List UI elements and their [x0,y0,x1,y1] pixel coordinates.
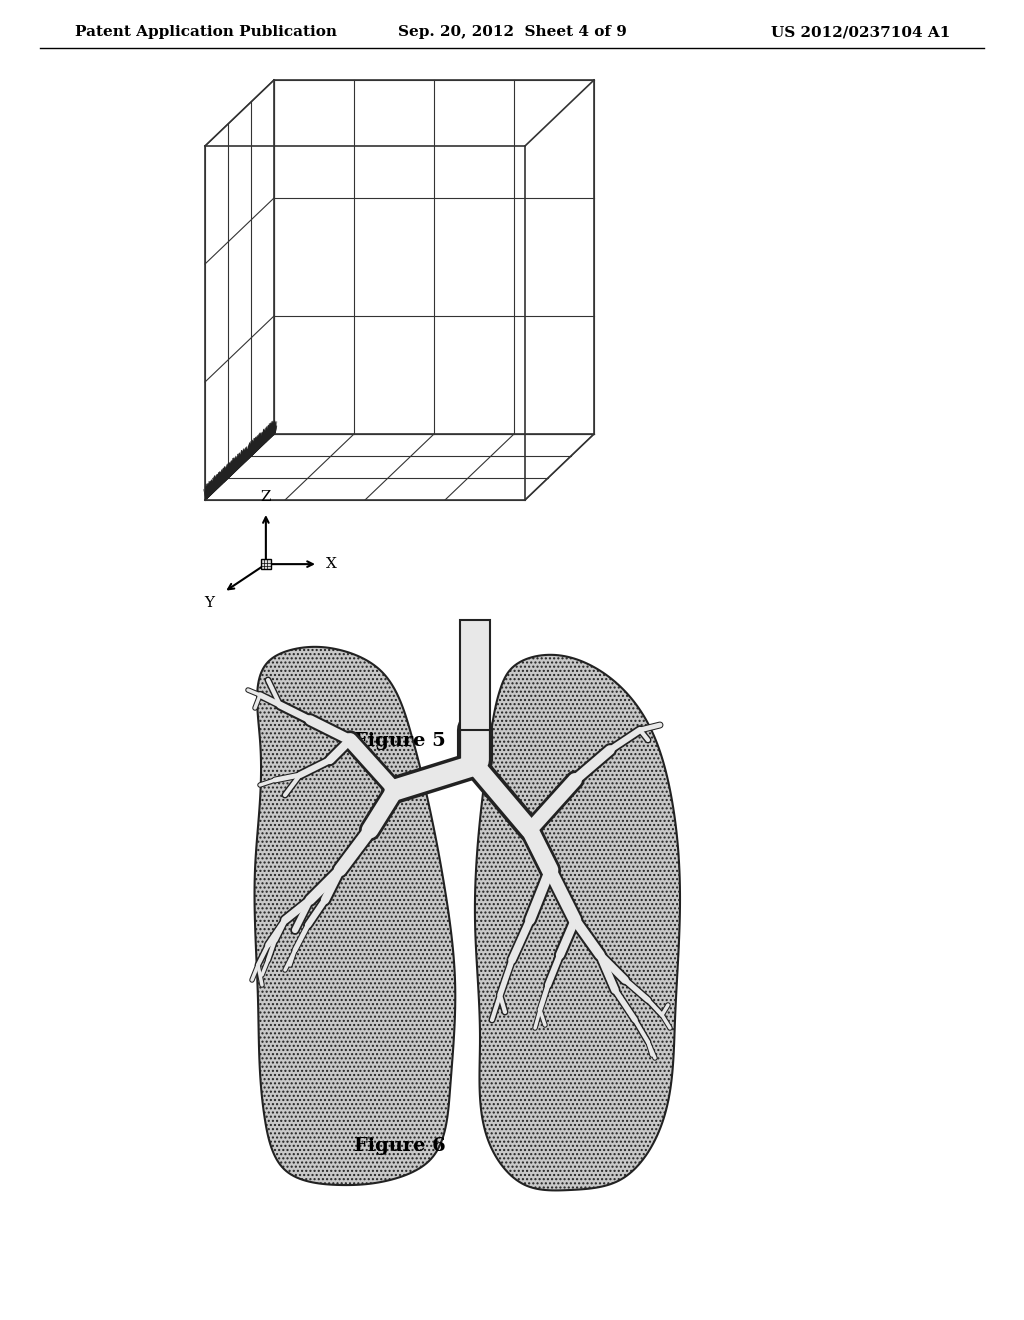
Polygon shape [475,655,680,1191]
Text: Sep. 20, 2012  Sheet 4 of 9: Sep. 20, 2012 Sheet 4 of 9 [397,25,627,40]
Text: US 2012/0237104 A1: US 2012/0237104 A1 [771,25,950,40]
Text: Y: Y [204,597,214,610]
Text: Figure 6: Figure 6 [354,1137,445,1155]
Polygon shape [460,620,490,730]
Text: X: X [326,557,337,572]
Polygon shape [255,647,456,1185]
Text: Z: Z [261,490,271,504]
FancyBboxPatch shape [261,560,271,569]
Text: Figure 5: Figure 5 [354,733,445,750]
Text: Patent Application Publication: Patent Application Publication [75,25,337,40]
